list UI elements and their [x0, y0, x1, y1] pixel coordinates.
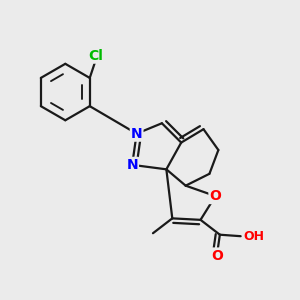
Text: O: O	[211, 248, 223, 262]
Text: N: N	[131, 127, 142, 141]
Text: O: O	[209, 189, 221, 203]
Text: OH: OH	[244, 230, 265, 243]
Text: N: N	[126, 158, 138, 172]
Text: Cl: Cl	[88, 49, 103, 63]
